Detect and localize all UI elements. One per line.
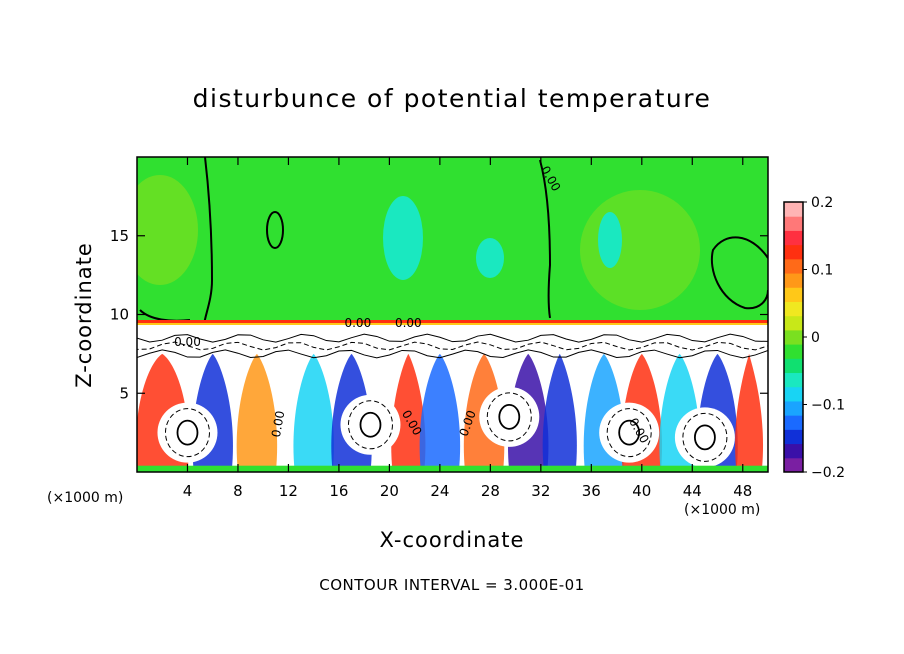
turbulent-plume xyxy=(293,353,334,472)
colorbar-segment xyxy=(784,358,803,374)
contour-line xyxy=(618,419,641,446)
contour-line xyxy=(137,349,768,359)
colorbar-segment xyxy=(784,400,803,416)
colorbar-segment xyxy=(784,443,803,459)
convective-cell xyxy=(340,394,401,455)
colorbar-segment xyxy=(784,344,803,359)
surface-layer xyxy=(137,465,768,472)
contour-line xyxy=(539,159,552,319)
colorbar-segment xyxy=(784,372,803,388)
weak-anomaly xyxy=(137,175,198,285)
turbulent-plume xyxy=(419,353,461,472)
contour-line xyxy=(606,408,652,458)
x-tick-label: 8 xyxy=(233,482,243,500)
colorbar-tick-label: −0.2 xyxy=(811,465,845,481)
contour-line xyxy=(498,403,521,430)
colorbar-segment xyxy=(784,258,803,274)
colorbar-segment xyxy=(784,386,803,402)
convective-cell xyxy=(674,407,735,468)
x-tick-label: 16 xyxy=(329,482,348,500)
contour-line xyxy=(359,411,382,438)
colorbar-segment xyxy=(784,273,803,288)
turbulent-plume xyxy=(236,353,278,472)
contour-line xyxy=(682,412,728,462)
colorbar-segment xyxy=(784,216,803,231)
convective-cell xyxy=(479,386,540,447)
weak-anomaly xyxy=(580,190,700,310)
y-tick-label: 15 xyxy=(110,227,129,245)
colorbar-segment xyxy=(784,329,803,345)
colorbar-tick-label: −0.1 xyxy=(811,398,845,414)
weak-anomaly xyxy=(476,238,504,278)
turbulent-plume xyxy=(542,353,577,472)
contour-line xyxy=(137,341,768,351)
x-tick-label: 36 xyxy=(582,482,601,500)
colorbar-tick-label: 0 xyxy=(811,330,820,346)
x-unit-label-left: (×1000 m) xyxy=(47,490,124,506)
colorbar-segment xyxy=(784,230,803,246)
contour-line xyxy=(176,419,199,446)
colorbar-segment xyxy=(784,301,803,317)
x-axis-label: X-coordinate xyxy=(379,528,525,552)
contour-line xyxy=(203,157,214,326)
contour-label: 0.00 xyxy=(269,410,287,439)
weak-anomaly xyxy=(598,212,622,268)
colorbar-segment xyxy=(784,457,803,473)
interface-band xyxy=(137,320,768,323)
x-tick-label: 48 xyxy=(733,482,752,500)
colorbar-segment xyxy=(784,202,803,217)
x-tick-label: 40 xyxy=(632,482,651,500)
turbulent-plume xyxy=(391,353,426,472)
contour-label: 0.00 xyxy=(344,316,371,330)
convective-cell xyxy=(599,402,660,463)
chart-title: disturbunce of potential temperature xyxy=(192,84,712,113)
x-tick-label: 32 xyxy=(531,482,550,500)
contour-line xyxy=(694,424,716,451)
x-tick-label: 12 xyxy=(279,482,298,500)
y-tick-label: 10 xyxy=(110,306,129,324)
convective-cell xyxy=(157,402,218,463)
weak-anomaly xyxy=(383,196,423,280)
contour-label: 0.00 xyxy=(174,335,201,349)
turbulent-plume xyxy=(735,353,764,472)
contour-interval-note: CONTOUR INTERVAL = 3.000E-01 xyxy=(319,576,585,594)
y-tick-label: 5 xyxy=(119,384,129,402)
x-tick-label: 24 xyxy=(430,482,449,500)
colorbar-tick-label: 0.2 xyxy=(811,195,833,211)
contour-line xyxy=(164,408,210,458)
colorbar-segment xyxy=(784,429,803,445)
colorbar-segment xyxy=(784,287,803,302)
x-unit-label-right: (×1000 m) xyxy=(684,502,761,518)
contour-line xyxy=(266,211,284,249)
colorbar-tick-label: 0.1 xyxy=(811,263,833,279)
x-tick-label: 20 xyxy=(380,482,399,500)
x-tick-label: 44 xyxy=(683,482,702,500)
x-tick-label: 4 xyxy=(183,482,193,500)
contour-line xyxy=(137,333,768,343)
contour-line xyxy=(347,400,393,450)
y-axis-label: Z-coordinate xyxy=(72,242,96,388)
colorbar-segment xyxy=(784,315,803,331)
interface-band xyxy=(137,323,768,326)
x-tick-label: 28 xyxy=(481,482,500,500)
contour-label: 0.00 xyxy=(395,316,422,330)
colorbar-segment xyxy=(784,415,803,430)
contour-line xyxy=(486,392,532,442)
contour-line xyxy=(710,236,768,310)
colorbar-segment xyxy=(784,244,803,260)
